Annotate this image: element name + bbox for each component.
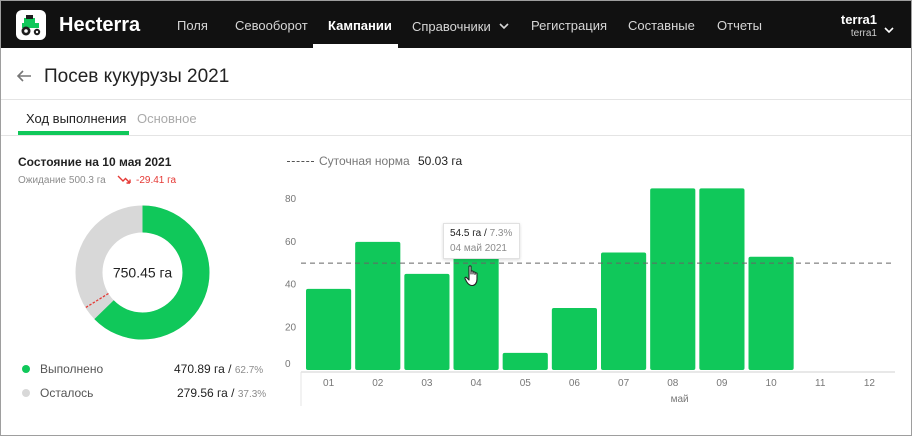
bar-06	[551, 308, 597, 370]
tab-progress[interactable]: Ход выполнения	[26, 111, 127, 126]
bar-04	[453, 253, 499, 370]
x-tick-label: 07	[618, 378, 630, 389]
legend-done: Выполнено	[22, 362, 103, 376]
y-tick-label: 20	[285, 322, 297, 333]
donut-center-value: 750.45 га	[113, 265, 173, 281]
daily-progress-bar-chart: 0 20 40 60 80 01 02 03 04 05 06 07 08 09 10 11 12 май	[285, 188, 895, 406]
nav-item-crop-rotation[interactable]: Севооборот	[235, 18, 308, 33]
hand-pointer-cursor-icon	[464, 265, 482, 292]
x-tick-label: 08	[667, 378, 679, 389]
x-tick-label: 11	[815, 378, 826, 389]
bar-05	[502, 352, 548, 370]
tab-general[interactable]: Основное	[137, 111, 197, 126]
bar-07	[601, 252, 647, 370]
nav-item-campaigns[interactable]: Кампании	[328, 18, 392, 33]
divider	[1, 135, 911, 136]
bar-08	[650, 188, 696, 370]
legend-remaining-dot	[22, 389, 30, 397]
trend-down-icon	[117, 173, 132, 191]
legend-done-amount: 470.89 га /	[174, 362, 232, 376]
chevron-down-icon	[499, 18, 509, 33]
y-tick-label: 60	[285, 237, 297, 248]
divider	[1, 99, 911, 100]
tooltip-percent: 7.3%	[489, 228, 513, 239]
daily-norm-value: 50.03 га	[418, 154, 463, 168]
brand-name[interactable]: Hecterra	[59, 14, 141, 36]
nav-item-composite[interactable]: Составные	[628, 18, 695, 33]
bar-10	[748, 256, 794, 370]
legend-done-value: 470.89 га / 62.7%	[174, 362, 263, 376]
bar-03	[404, 273, 450, 370]
x-tick-label: 10	[766, 378, 778, 389]
legend-done-label: Выполнено	[40, 362, 104, 376]
x-axis-label: май	[671, 394, 689, 405]
tractor-logo-icon[interactable]	[16, 10, 46, 40]
user-menu-chevron-icon[interactable]	[884, 21, 894, 39]
legend-remaining-value: 279.56 га / 37.3%	[177, 386, 266, 400]
x-tick-label: 06	[569, 378, 581, 389]
legend-remaining-percent: 37.3%	[237, 389, 267, 400]
x-tick-label: 01	[323, 378, 335, 389]
back-arrow-icon[interactable]	[16, 68, 32, 89]
nav-item-registration[interactable]: Регистрация	[531, 18, 607, 33]
user-name: terra1	[840, 12, 877, 27]
nav-item-reference-books-label: Справочники	[412, 19, 491, 34]
legend-done-dot	[22, 365, 30, 373]
bar-tooltip: 54.5 га / 7.3% 04 май 2021	[443, 223, 520, 259]
tooltip-date: 04 май 2021	[450, 243, 507, 254]
legend-remaining-label: Осталось	[40, 386, 94, 400]
x-tick-label: 05	[520, 378, 532, 389]
status-title: Состояние на 10 мая 2021	[18, 155, 172, 169]
nav-item-reference-books[interactable]: Справочники	[412, 18, 509, 34]
progress-donut-chart: 750.45 га	[75, 205, 210, 340]
y-tick-label: 80	[285, 194, 297, 205]
user-account: terra1	[850, 28, 877, 39]
y-tick-label: 40	[285, 280, 297, 291]
expectation-text: Ожидание 500.3 га	[18, 175, 106, 186]
page-title: Посев кукурузы 2021	[44, 66, 230, 87]
donut-done-segment	[75, 205, 210, 340]
x-tick-label: 12	[864, 378, 876, 389]
tooltip-value: 54.5 га /	[450, 228, 487, 239]
x-tick-label: 04	[471, 378, 483, 389]
x-tick-label: 02	[372, 378, 384, 389]
legend-remaining-amount: 279.56 га /	[177, 386, 235, 400]
user-menu[interactable]: terra1 terra1	[841, 12, 877, 39]
bar-01	[306, 288, 352, 370]
nav-item-fields[interactable]: Поля	[177, 18, 208, 33]
legend-remaining: Осталось	[22, 386, 93, 400]
bar-02	[355, 241, 401, 370]
tab-active-indicator	[18, 131, 129, 135]
daily-norm-label: Суточная норма	[319, 154, 410, 168]
expectation-delta: -29.41 га	[136, 175, 177, 186]
daily-norm-line-swatch	[287, 161, 314, 162]
bar-09	[699, 188, 745, 370]
y-tick-label: 0	[285, 359, 291, 370]
top-navigation-bar: Hecterra Поля Севооборот Кампании Справо…	[1, 1, 911, 48]
nav-active-indicator	[313, 44, 398, 48]
x-tick-label: 09	[716, 378, 728, 389]
x-tick-label: 03	[421, 378, 433, 389]
legend-done-percent: 62.7%	[234, 365, 264, 376]
nav-item-reports[interactable]: Отчеты	[717, 18, 762, 33]
